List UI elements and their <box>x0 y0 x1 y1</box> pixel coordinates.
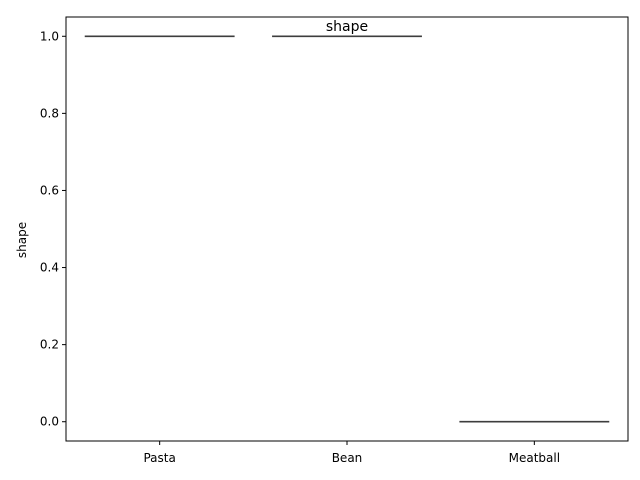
y-tick-label: 1.0 <box>40 29 59 43</box>
x-axis: Pasta Bean Meatball <box>143 441 560 465</box>
y-tick-label: 0.2 <box>40 338 59 352</box>
y-tick-label: 0.8 <box>40 106 59 120</box>
plot-area <box>66 17 628 441</box>
y-axis-label: shape <box>15 222 29 258</box>
y-axis: 0.0 0.2 0.4 0.6 0.8 1.0 <box>40 29 66 428</box>
y-tick-label: 0.0 <box>40 415 59 429</box>
x-tick-label: Bean <box>332 451 363 465</box>
x-tick-label: Meatball <box>509 451 560 465</box>
chart-title: shape <box>326 19 368 35</box>
box-series <box>85 36 610 421</box>
x-tick-label: Pasta <box>143 451 175 465</box>
y-tick-label: 0.6 <box>40 183 59 197</box>
axes-frame <box>66 17 628 441</box>
y-tick-label: 0.4 <box>40 261 59 275</box>
